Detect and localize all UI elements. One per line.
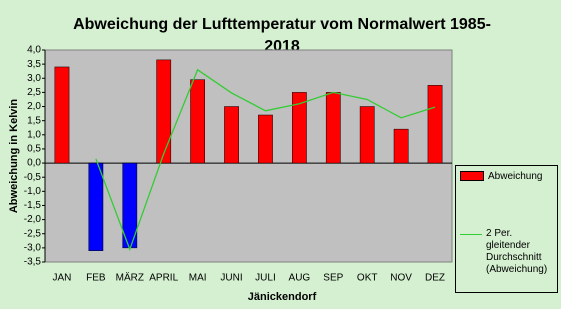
legend-label: 2 Per. gleitender Durchschnitt (Abweichu… <box>486 228 548 275</box>
legend-entry: 2 Per. gleitender Durchschnitt (Abweichu… <box>460 228 556 276</box>
y-tick-label: 2,0 <box>27 101 41 112</box>
bar <box>292 92 307 164</box>
y-tick-label: 3,0 <box>27 73 41 84</box>
x-tick-label: APRIL <box>149 273 178 284</box>
x-tick-label: JAN <box>53 273 72 284</box>
x-tick-label: MÄRZ <box>116 272 144 284</box>
y-tick-label: 0,0 <box>27 158 41 169</box>
bar <box>325 92 341 164</box>
bar <box>54 66 70 164</box>
plot-area <box>44 49 453 263</box>
bar <box>393 128 409 164</box>
y-tick-label: 4,0 <box>27 45 41 56</box>
x-axis-label: Jänickendorf <box>248 291 317 303</box>
bar <box>156 59 172 164</box>
x-tick-label: MAI <box>189 273 207 284</box>
y-axis-label: Abweichung in Kelvin <box>8 99 20 214</box>
legend: Abweichung 2 Per. gleitender Durchschnitt… <box>455 165 558 293</box>
line <box>95 68 436 252</box>
legend-entry: Abweichung <box>460 171 558 183</box>
bar <box>258 114 273 164</box>
y-tick-label: 2,5 <box>27 87 41 98</box>
bar <box>190 79 205 164</box>
x-tick-label: NOV <box>390 273 412 284</box>
bar <box>359 106 375 164</box>
y-tick-label: -1,5 <box>24 200 42 211</box>
x-tick-label: AUG <box>289 273 311 284</box>
legend-swatch <box>460 171 484 181</box>
y-tick-label: 0,5 <box>27 144 41 155</box>
legend-swatch <box>460 234 482 235</box>
x-tick-label: SEP <box>323 273 343 284</box>
y-tick-label: 1,5 <box>27 115 41 126</box>
y-tick-label: -3,0 <box>24 243 42 254</box>
y-tick-label: -0,5 <box>24 172 42 183</box>
y-tick-label: -2,5 <box>24 228 42 239</box>
x-tick-label: JUNI <box>220 273 242 284</box>
bar <box>224 106 239 164</box>
bar <box>88 162 104 251</box>
bar <box>427 85 443 164</box>
y-tick-label: -1,0 <box>24 186 42 197</box>
x-tick-label: DEZ <box>425 273 445 284</box>
x-tick-label: OKT <box>357 273 378 284</box>
y-tick-label: 3,5 <box>27 59 41 70</box>
x-tick-label: JULI <box>255 273 276 284</box>
legend-label: Abweichung <box>488 171 543 182</box>
y-tick-label: -2,0 <box>24 214 42 225</box>
x-tick-label: FEB <box>86 273 106 284</box>
y-tick-label: 1,0 <box>27 129 41 140</box>
y-tick-label: -3,5 <box>24 257 42 268</box>
